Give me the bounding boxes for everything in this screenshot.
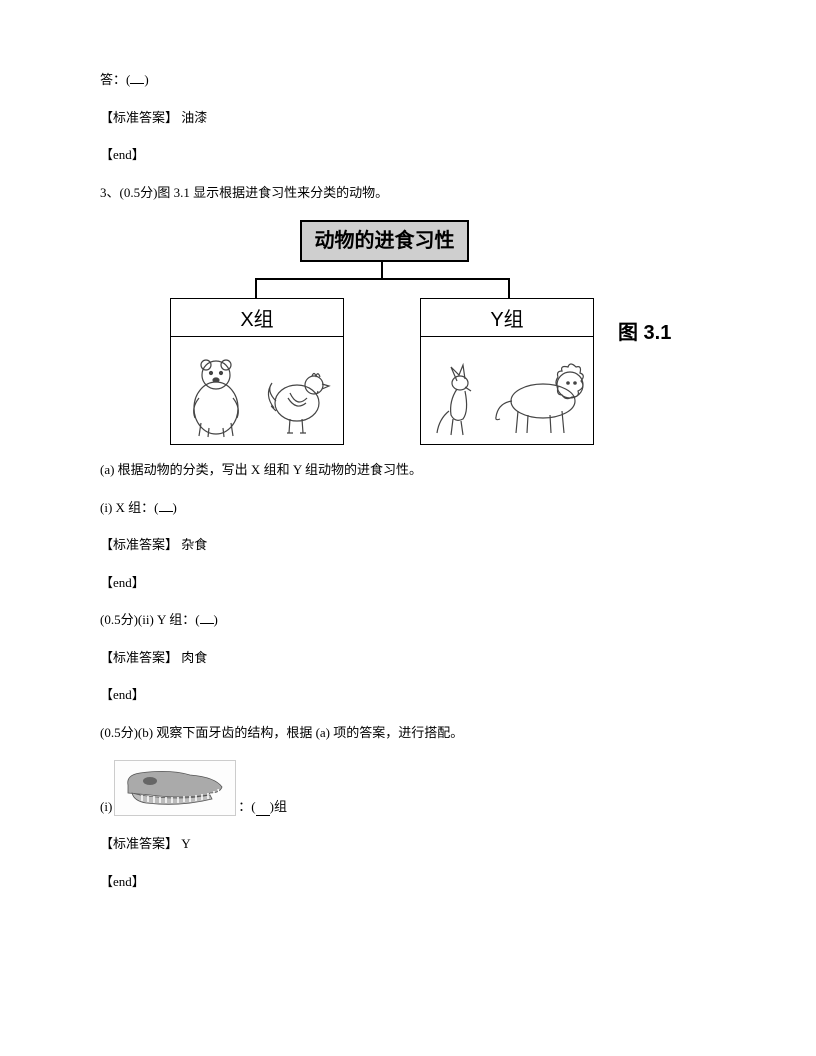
std-answer-line: 【标准答案】 Y [100,834,716,854]
prev-prompt-text: 答：( [100,72,130,87]
skull-image [114,760,236,816]
connector [255,278,510,280]
q3a-i-text: (i) X 组：( [100,500,159,515]
skull-icon [120,765,230,811]
std-answer-value: 杂食 [181,537,207,552]
group-x-label: X组 [171,299,343,337]
group-y-label: Y组 [421,299,593,337]
q3b-i-mid: ：( [238,797,255,817]
root-node: 动物的进食习性 [300,220,469,262]
q3-stem: 3、(0.5分)图 3.1 显示根据进食习性来分类的动物。 [100,183,716,203]
q3b-i-pre: (i) [100,797,112,817]
q3b-intro: (0.5分)(b) 观察下面牙齿的结构，根据 (a) 项的答案，进行搭配。 [100,723,716,743]
q3a-intro: (a) 根据动物的分类，写出 X 组和 Y 组动物的进食习性。 [100,460,716,480]
classification-diagram: 动物的进食习性 X组 [170,220,590,440]
page: 答：() 【标准答案】 油漆 【end】 3、(0.5分)图 3.1 显示根据进… [0,0,816,949]
prev-answer-prompt: 答：() [100,70,716,90]
connector [508,278,510,298]
std-answer-label: 【标准答案】 [100,650,178,665]
end-marker: 【end】 [100,573,716,593]
q3a-ii-close: ) [214,612,218,627]
connector [381,260,383,278]
q3b-i-post: )组 [270,797,287,817]
group-y-body [421,337,593,444]
std-answer-label: 【标准答案】 [100,537,178,552]
end-marker: 【end】 [100,145,716,165]
q3a-i-close: ) [173,500,177,515]
blank [256,802,270,816]
figure-label: 图 3.1 [618,316,671,345]
blank [130,70,144,84]
std-answer-line: 【标准答案】 杂食 [100,535,716,555]
std-answer-value: Y [181,836,190,851]
chicken-icon [262,353,334,438]
group-x-box: X组 [170,298,344,445]
std-answer-label: 【标准答案】 [100,836,178,851]
group-x-body [171,337,343,444]
std-answer-value: 油漆 [181,110,207,125]
blank [200,610,214,624]
fox-icon [427,353,485,438]
blank [159,498,173,512]
lion-icon [488,353,588,438]
q3a-ii-prompt: (0.5分)(ii) Y 组：() [100,610,716,630]
connector [255,278,257,298]
q3b-i-line: (i) ：( )组 [100,760,287,816]
std-answer-value: 肉食 [181,650,207,665]
end-marker: 【end】 [100,872,716,892]
std-answer-line: 【标准答案】 油漆 [100,108,716,128]
prev-close: ) [144,72,148,87]
std-answer-line: 【标准答案】 肉食 [100,648,716,668]
std-answer-label: 【标准答案】 [100,110,178,125]
bear-icon [181,353,251,438]
group-y-box: Y组 [420,298,594,445]
end-marker: 【end】 [100,685,716,705]
diagram-wrap: 动物的进食习性 X组 [100,220,716,440]
q3a-ii-text: (0.5分)(ii) Y 组：( [100,612,200,627]
q3a-i-prompt: (i) X 组：() [100,498,716,518]
